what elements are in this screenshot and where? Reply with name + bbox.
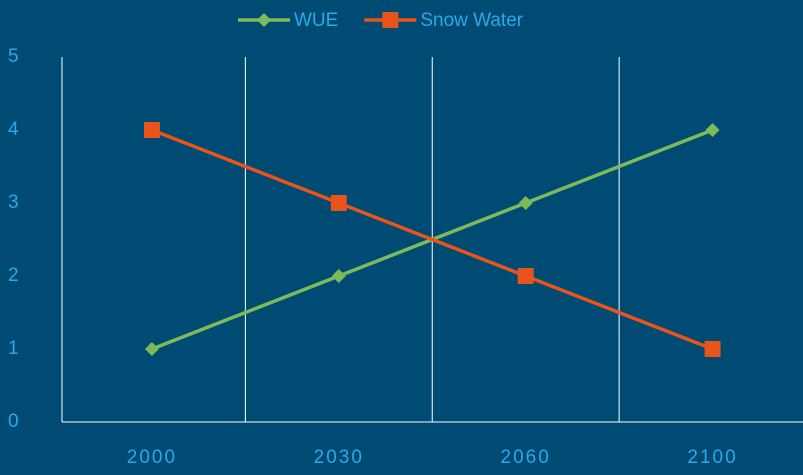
x-tick-label: 2030 — [314, 447, 364, 468]
data-point — [704, 341, 721, 357]
x-tick-label: 2000 — [127, 447, 177, 468]
y-tick-label: 1 — [8, 338, 19, 359]
data-point — [518, 196, 533, 210]
y-tick-label: 0 — [8, 411, 19, 432]
data-point — [705, 123, 720, 137]
y-tick-label: 5 — [8, 46, 19, 67]
legend-marker — [382, 12, 399, 28]
data-point — [144, 342, 159, 356]
data-point — [331, 269, 346, 283]
series-line — [151, 128, 714, 351]
legend-marker — [257, 13, 271, 27]
legend-label: WUE — [294, 10, 338, 31]
data-point — [330, 195, 347, 211]
y-tick-label: 4 — [8, 119, 19, 140]
x-tick-label: 2060 — [501, 447, 551, 468]
x-tick-label: 2100 — [687, 447, 737, 468]
y-tick-label: 3 — [8, 192, 19, 213]
data-point — [517, 268, 534, 284]
data-point — [143, 122, 160, 138]
legend-label: Snow Water — [420, 10, 523, 31]
y-tick-label: 2 — [8, 265, 19, 286]
